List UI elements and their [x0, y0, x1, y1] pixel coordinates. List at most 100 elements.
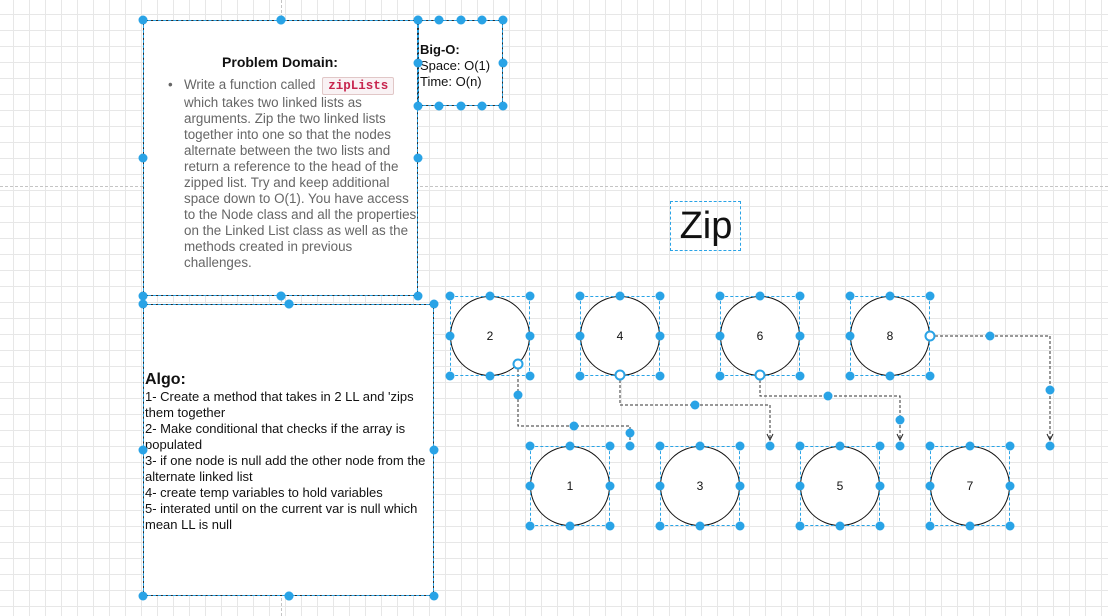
- resize-handle[interactable]: [513, 390, 523, 400]
- resize-handle[interactable]: [575, 371, 585, 381]
- resize-handle[interactable]: [655, 441, 665, 451]
- resize-handle[interactable]: [413, 15, 423, 25]
- resize-handle[interactable]: [525, 481, 535, 491]
- resize-handle[interactable]: [434, 15, 444, 25]
- resize-handle[interactable]: [565, 521, 575, 531]
- resize-handle[interactable]: [925, 291, 935, 301]
- node-top-3[interactable]: 6: [720, 296, 800, 376]
- resize-handle[interactable]: [565, 441, 575, 451]
- resize-handle[interactable]: [835, 521, 845, 531]
- resize-handle[interactable]: [845, 331, 855, 341]
- resize-handle[interactable]: [925, 481, 935, 491]
- resize-handle[interactable]: [477, 101, 487, 111]
- resize-handle[interactable]: [413, 58, 423, 68]
- resize-handle[interactable]: [525, 371, 535, 381]
- resize-handle[interactable]: [695, 521, 705, 531]
- resize-handle[interactable]: [605, 521, 615, 531]
- resize-handle[interactable]: [276, 291, 285, 301]
- resize-handle[interactable]: [138, 299, 148, 309]
- resize-handle[interactable]: [823, 391, 833, 401]
- resize-handle[interactable]: [284, 591, 293, 601]
- resize-handle[interactable]: [575, 331, 585, 341]
- resize-handle[interactable]: [456, 101, 465, 111]
- resize-handle[interactable]: [735, 521, 745, 531]
- resize-handle[interactable]: [445, 371, 455, 381]
- resize-handle[interactable]: [525, 291, 535, 301]
- resize-handle[interactable]: [498, 15, 508, 25]
- resize-handle[interactable]: [605, 441, 615, 451]
- resize-handle[interactable]: [485, 371, 495, 381]
- resize-handle[interactable]: [655, 331, 665, 341]
- resize-handle[interactable]: [605, 481, 615, 491]
- resize-handle[interactable]: [715, 331, 725, 341]
- resize-handle[interactable]: [735, 441, 745, 451]
- resize-handle[interactable]: [925, 521, 935, 531]
- resize-handle[interactable]: [795, 331, 805, 341]
- resize-handle[interactable]: [895, 441, 905, 451]
- resize-handle[interactable]: [655, 371, 665, 381]
- node-top-2[interactable]: 4: [580, 296, 660, 376]
- resize-handle[interactable]: [795, 371, 805, 381]
- node-bottom-3[interactable]: 5: [800, 446, 880, 526]
- resize-handle[interactable]: [754, 369, 766, 381]
- resize-handle[interactable]: [138, 153, 148, 163]
- resize-handle[interactable]: [429, 299, 439, 309]
- resize-handle[interactable]: [429, 445, 439, 455]
- resize-handle[interactable]: [985, 331, 995, 341]
- resize-handle[interactable]: [655, 521, 665, 531]
- resize-handle[interactable]: [795, 481, 805, 491]
- resize-handle[interactable]: [735, 481, 745, 491]
- resize-handle[interactable]: [755, 291, 765, 301]
- resize-handle[interactable]: [525, 331, 535, 341]
- resize-handle[interactable]: [413, 291, 423, 301]
- resize-handle[interactable]: [284, 299, 293, 309]
- resize-handle[interactable]: [925, 371, 935, 381]
- resize-handle[interactable]: [625, 441, 635, 451]
- resize-handle[interactable]: [925, 441, 935, 451]
- resize-handle[interactable]: [885, 291, 895, 301]
- resize-handle[interactable]: [965, 441, 975, 451]
- resize-handle[interactable]: [445, 291, 455, 301]
- resize-handle[interactable]: [138, 291, 148, 301]
- resize-handle[interactable]: [614, 369, 626, 381]
- resize-handle[interactable]: [498, 101, 508, 111]
- resize-handle[interactable]: [569, 421, 579, 431]
- resize-handle[interactable]: [525, 441, 535, 451]
- resize-handle[interactable]: [765, 441, 775, 451]
- resize-handle[interactable]: [138, 445, 148, 455]
- resize-handle[interactable]: [1005, 521, 1015, 531]
- resize-handle[interactable]: [795, 441, 805, 451]
- resize-handle[interactable]: [715, 291, 725, 301]
- node-bottom-4[interactable]: 7: [930, 446, 1010, 526]
- resize-handle[interactable]: [625, 428, 635, 438]
- resize-handle[interactable]: [1045, 441, 1055, 451]
- resize-handle[interactable]: [615, 291, 625, 301]
- resize-handle[interactable]: [138, 15, 148, 25]
- resize-handle[interactable]: [875, 441, 885, 451]
- resize-handle[interactable]: [835, 441, 845, 451]
- resize-handle[interactable]: [875, 521, 885, 531]
- resize-handle[interactable]: [498, 58, 508, 68]
- resize-handle[interactable]: [845, 291, 855, 301]
- node-bottom-2[interactable]: 3: [660, 446, 740, 526]
- zip-label[interactable]: Zip: [679, 205, 733, 247]
- resize-handle[interactable]: [895, 415, 905, 425]
- resize-handle[interactable]: [1045, 385, 1055, 395]
- resize-handle[interactable]: [413, 153, 423, 163]
- resize-handle[interactable]: [456, 15, 465, 25]
- resize-handle[interactable]: [138, 591, 148, 601]
- resize-handle[interactable]: [965, 521, 975, 531]
- resize-handle[interactable]: [434, 101, 444, 111]
- resize-handle[interactable]: [715, 371, 725, 381]
- resize-handle[interactable]: [924, 330, 936, 342]
- resize-handle[interactable]: [795, 291, 805, 301]
- resize-handle[interactable]: [655, 481, 665, 491]
- resize-handle[interactable]: [1005, 481, 1015, 491]
- node-top-4[interactable]: 8: [850, 296, 930, 376]
- resize-handle[interactable]: [885, 371, 895, 381]
- resize-handle[interactable]: [477, 15, 487, 25]
- resize-handle[interactable]: [690, 400, 700, 410]
- node-bottom-1[interactable]: 1: [530, 446, 610, 526]
- resize-handle[interactable]: [276, 15, 285, 25]
